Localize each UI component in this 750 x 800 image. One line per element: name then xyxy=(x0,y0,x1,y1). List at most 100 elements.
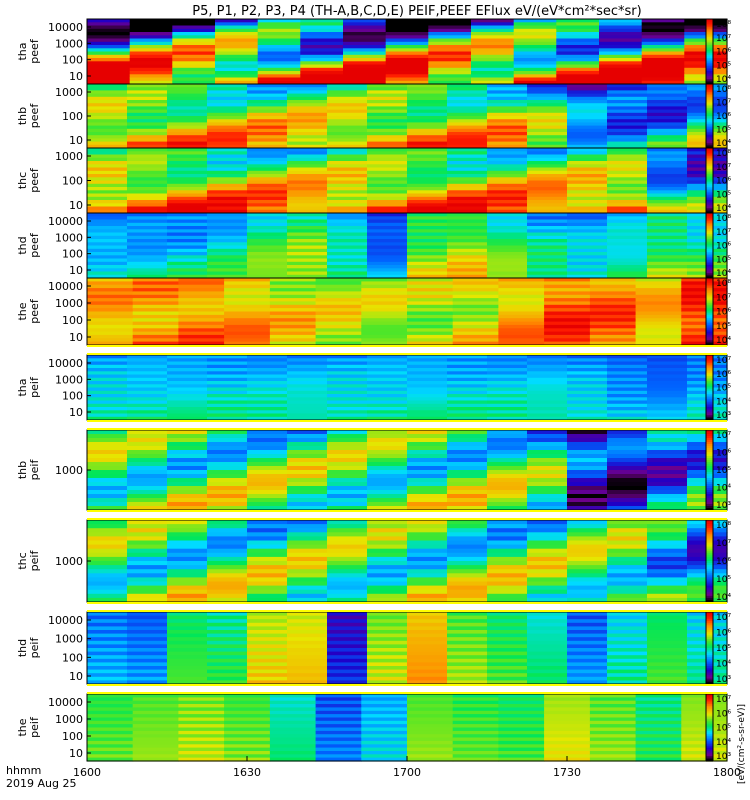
spectrogram-cell xyxy=(167,216,208,221)
spectrogram-cell xyxy=(224,694,271,698)
spectrogram-cell xyxy=(132,710,179,715)
spectrogram-cell xyxy=(407,707,454,712)
colorbar-band xyxy=(706,61,713,64)
colorbar-band xyxy=(706,597,713,601)
spectrogram-cell xyxy=(132,694,179,698)
spectrogram-cell xyxy=(447,482,488,487)
spectrogram-cell xyxy=(589,338,637,343)
spectrogram-cell xyxy=(607,637,648,642)
spectrogram-cell xyxy=(207,242,248,247)
colorbar-tick-label: 10⁶ xyxy=(716,449,731,459)
spectrogram-cell xyxy=(207,103,248,107)
spectrogram-cell xyxy=(361,734,408,739)
spectrogram-cell xyxy=(567,235,608,240)
spectrogram-cell xyxy=(327,434,368,439)
spectrogram-cell xyxy=(87,662,128,667)
spectrogram-cell xyxy=(452,737,499,742)
spectrogram-cell xyxy=(452,757,499,762)
spectrogram-cell xyxy=(167,612,208,617)
spectrogram-cell xyxy=(527,673,568,678)
colorbar-band xyxy=(706,48,713,51)
spectrogram-cell xyxy=(407,655,448,660)
spectrogram-cell xyxy=(247,680,288,685)
spectrogram-cell xyxy=(681,740,728,745)
spectrogram-cell xyxy=(567,666,608,671)
spectrogram-cell xyxy=(447,358,488,363)
colorbar-band xyxy=(706,106,713,109)
spectrogram-cell xyxy=(681,331,728,336)
spectrogram-cell xyxy=(247,548,288,554)
spectrogram-cell xyxy=(487,164,528,169)
spectrogram-cell xyxy=(327,200,368,204)
spectrogram-cell xyxy=(269,298,317,303)
spectrogram-cell xyxy=(647,490,688,495)
spectrogram-cell xyxy=(247,232,288,237)
spectrogram-cell xyxy=(127,255,168,260)
spectrogram-cell xyxy=(635,334,682,339)
spectrogram-cell xyxy=(567,170,608,175)
spectrogram-cell xyxy=(287,226,328,230)
spectrogram-cell xyxy=(127,154,168,159)
spectrogram-cell xyxy=(327,226,368,230)
spectrogram-cell xyxy=(367,438,408,443)
spectrogram-cell xyxy=(215,77,259,82)
spectrogram-cell xyxy=(127,416,168,421)
spectrogram-cell xyxy=(527,403,568,408)
colorbar-band xyxy=(706,697,713,700)
spectrogram-cell xyxy=(167,157,208,162)
spectrogram-cell xyxy=(167,141,208,146)
spectrogram-cell xyxy=(407,548,448,554)
spectrogram-cell xyxy=(167,565,208,570)
spectrogram-cell xyxy=(527,232,568,237)
spectrogram-cell xyxy=(647,222,688,227)
spectrogram-cell xyxy=(247,626,288,631)
spectrogram-cell xyxy=(87,454,128,459)
spectrogram-cell xyxy=(247,615,288,620)
spectrogram-cell xyxy=(361,308,408,313)
spectrogram-cell xyxy=(247,100,288,104)
spectrogram-cell xyxy=(269,331,317,336)
spectrogram-cell xyxy=(167,438,208,443)
spectrogram-cell xyxy=(257,61,301,66)
colorbar-band xyxy=(706,385,713,389)
spectrogram-cell xyxy=(287,544,328,550)
spectrogram-cell xyxy=(343,32,387,36)
spectrogram-cell xyxy=(407,358,448,363)
spectrogram-cell xyxy=(269,751,317,755)
y-tick-label: 1000 xyxy=(55,713,83,726)
spectrogram-cell xyxy=(207,470,248,475)
spectrogram-cell xyxy=(544,704,591,708)
spectrogram-cell xyxy=(647,180,688,185)
spectrogram-cell xyxy=(315,717,362,722)
spectrogram-cell xyxy=(635,720,682,725)
spectrogram-cell xyxy=(178,334,225,339)
spectrogram-cell xyxy=(567,141,608,146)
spectrogram-cell xyxy=(178,754,225,759)
spectrogram-cell xyxy=(327,93,368,98)
spectrogram-cell xyxy=(367,552,408,558)
spectrogram-cell xyxy=(367,434,408,439)
spectrogram-cell xyxy=(327,116,368,120)
spectrogram-cell xyxy=(129,77,173,82)
spectrogram-cell xyxy=(647,377,688,382)
spectrogram-cell xyxy=(487,673,528,678)
spectrogram-cell xyxy=(215,54,259,59)
spectrogram-cell xyxy=(407,506,448,511)
y-tick-label: 10000 xyxy=(48,357,83,370)
spectrogram-cell xyxy=(207,187,248,191)
spectrogram-cell xyxy=(607,271,648,276)
spectrogram-cell xyxy=(207,490,248,495)
spectrogram-cell xyxy=(207,387,248,392)
spectrogram-cell xyxy=(127,680,168,685)
colorbar-band xyxy=(706,229,713,232)
spectrogram-cell xyxy=(315,331,362,336)
colorbar-band xyxy=(706,700,713,703)
colorbar-band xyxy=(706,492,713,495)
spectrogram-cell xyxy=(224,700,271,705)
spectrogram-cell xyxy=(327,400,368,405)
spectrogram-cell xyxy=(407,619,448,624)
spectrogram-cell xyxy=(327,361,368,366)
spectrogram-cell xyxy=(498,304,545,309)
colorbar-band xyxy=(706,450,713,453)
spectrogram-cell xyxy=(567,132,608,136)
